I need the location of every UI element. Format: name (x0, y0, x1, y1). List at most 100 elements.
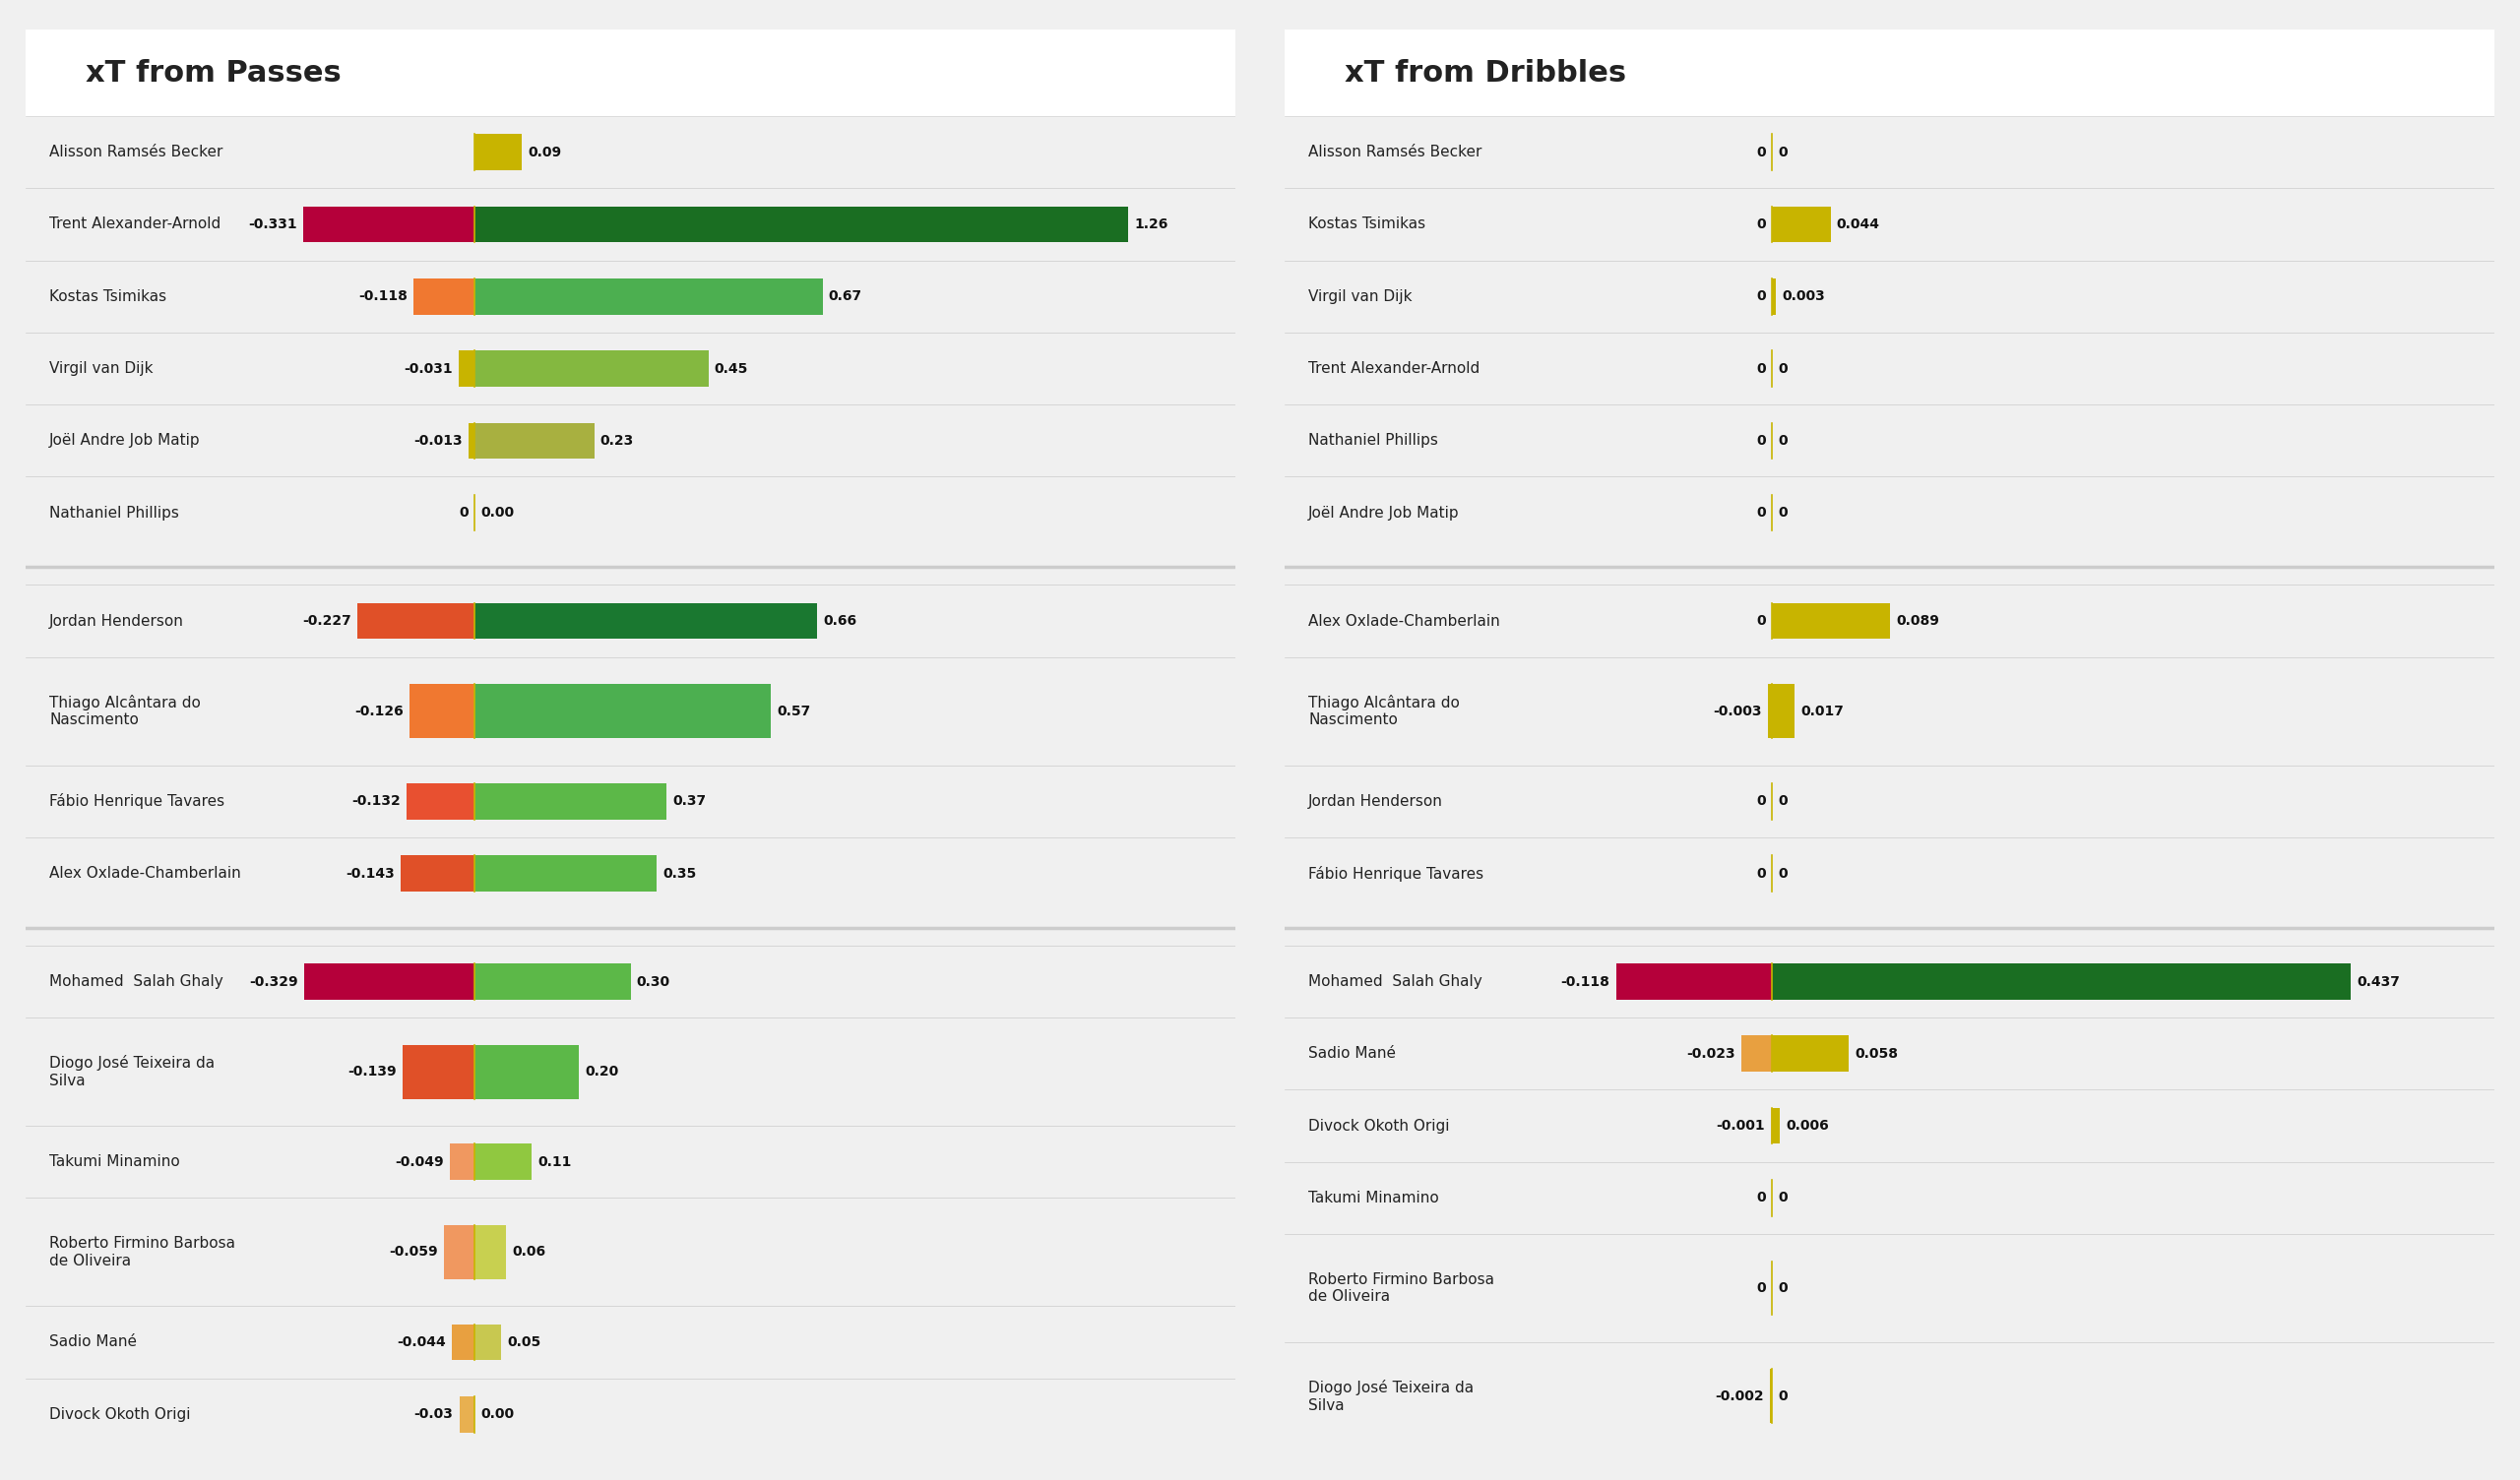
Bar (1772, 684, 1794, 739)
Bar (302, 206, 474, 243)
Text: 0: 0 (1756, 506, 1767, 519)
Bar (459, 351, 474, 386)
Text: Virgil van Dijk: Virgil van Dijk (50, 361, 154, 376)
Bar (1772, 206, 1830, 243)
Text: Divock Okoth Origi: Divock Okoth Origi (1308, 1119, 1449, 1134)
Bar (1285, 30, 2495, 115)
Bar (474, 1325, 501, 1360)
Text: Kostas Tsimikas: Kostas Tsimikas (1308, 218, 1426, 232)
Bar (474, 423, 595, 459)
Text: 0.37: 0.37 (673, 795, 706, 808)
Bar (1772, 602, 1890, 639)
Bar (474, 602, 816, 639)
Text: Fábio Henrique Tavares: Fábio Henrique Tavares (50, 793, 224, 810)
Text: 0.66: 0.66 (824, 614, 857, 628)
Bar (401, 855, 474, 891)
Text: Alex Oxlade-Chamberlain: Alex Oxlade-Chamberlain (50, 866, 242, 881)
Text: 0.35: 0.35 (663, 866, 696, 881)
Text: 0.003: 0.003 (1782, 290, 1824, 303)
Text: Diogo José Teixeira da
Silva: Diogo José Teixeira da Silva (50, 1055, 214, 1088)
Text: Joël Andre Job Matip: Joël Andre Job Matip (50, 434, 202, 448)
Text: Kostas Tsimikas: Kostas Tsimikas (50, 289, 166, 303)
Text: Roberto Firmino Barbosa
de Oliveira: Roberto Firmino Barbosa de Oliveira (50, 1236, 234, 1268)
Text: Jordan Henderson: Jordan Henderson (1308, 793, 1444, 808)
Text: -0.003: -0.003 (1714, 704, 1761, 718)
Text: 0.11: 0.11 (537, 1154, 572, 1169)
Text: Fábio Henrique Tavares: Fábio Henrique Tavares (1308, 866, 1484, 881)
Text: Sadio Mané: Sadio Mané (50, 1335, 136, 1350)
Text: 0: 0 (1779, 145, 1787, 158)
Bar (451, 1325, 474, 1360)
Text: 0: 0 (1756, 145, 1767, 158)
Text: -0.132: -0.132 (350, 795, 401, 808)
Text: Joël Andre Job Matip: Joël Andre Job Matip (1308, 506, 1459, 519)
Text: 0.00: 0.00 (481, 506, 514, 519)
Text: Nathaniel Phillips: Nathaniel Phillips (50, 506, 179, 519)
Text: -0.329: -0.329 (249, 975, 297, 989)
Bar (474, 1225, 507, 1279)
Text: 0.044: 0.044 (1837, 218, 1880, 231)
Text: 0: 0 (1756, 290, 1767, 303)
Bar (474, 963, 630, 999)
Text: Takumi Minamino: Takumi Minamino (1308, 1190, 1439, 1205)
Text: 0: 0 (1779, 434, 1787, 447)
Text: Alisson Ramsés Becker: Alisson Ramsés Becker (50, 145, 224, 160)
Text: 0.09: 0.09 (527, 145, 562, 158)
Text: Sadio Mané: Sadio Mané (1308, 1046, 1396, 1061)
Text: -0.118: -0.118 (358, 290, 408, 303)
Bar (1772, 1109, 1779, 1144)
Text: Nathaniel Phillips: Nathaniel Phillips (1308, 434, 1439, 448)
Bar (449, 1144, 474, 1180)
Bar (1772, 963, 2351, 999)
Bar (474, 351, 708, 386)
Text: Roberto Firmino Barbosa
de Oliveira: Roberto Firmino Barbosa de Oliveira (1308, 1273, 1494, 1304)
Text: xT from Dribbles: xT from Dribbles (1346, 59, 1625, 87)
Bar (474, 1144, 532, 1180)
Text: 0.017: 0.017 (1802, 704, 1845, 718)
Text: 1.26: 1.26 (1134, 218, 1169, 231)
Bar (1741, 1036, 1772, 1072)
Text: 0.437: 0.437 (2356, 975, 2399, 989)
Text: 0.67: 0.67 (829, 290, 862, 303)
Text: 0: 0 (1779, 506, 1787, 519)
Text: -0.059: -0.059 (388, 1245, 438, 1259)
Text: -0.044: -0.044 (398, 1335, 446, 1350)
Bar (25, 30, 1235, 115)
Text: -0.001: -0.001 (1716, 1119, 1764, 1132)
Text: 0: 0 (1756, 1191, 1767, 1205)
Text: 0.30: 0.30 (638, 975, 670, 989)
Text: -0.031: -0.031 (403, 361, 454, 376)
Bar (403, 1045, 474, 1098)
Text: Alex Oxlade-Chamberlain: Alex Oxlade-Chamberlain (1308, 614, 1499, 629)
Text: -0.143: -0.143 (345, 866, 396, 881)
Bar (408, 684, 474, 739)
Text: 0: 0 (1779, 361, 1787, 376)
Bar (1769, 684, 1772, 739)
Text: -0.139: -0.139 (348, 1066, 396, 1079)
Text: Trent Alexander-Arnold: Trent Alexander-Arnold (50, 218, 222, 232)
Bar (305, 963, 474, 999)
Text: 0.45: 0.45 (713, 361, 748, 376)
Text: 0.23: 0.23 (600, 434, 635, 447)
Bar (474, 855, 655, 891)
Bar (444, 1225, 474, 1279)
Text: -0.03: -0.03 (413, 1407, 454, 1421)
Bar (1769, 1369, 1772, 1424)
Bar (474, 278, 822, 314)
Text: Virgil van Dijk: Virgil van Dijk (1308, 289, 1411, 303)
Bar (474, 206, 1129, 243)
Bar (469, 423, 474, 459)
Text: Diogo José Teixeira da
Silva: Diogo José Teixeira da Silva (1308, 1379, 1474, 1413)
Text: 0.006: 0.006 (1787, 1119, 1830, 1132)
Bar (1772, 278, 1777, 314)
Bar (1615, 963, 1772, 999)
Text: xT from Passes: xT from Passes (86, 59, 340, 87)
Text: 0: 0 (459, 506, 469, 519)
Text: 0.00: 0.00 (481, 1407, 514, 1421)
Text: 0: 0 (1779, 1390, 1787, 1403)
Bar (474, 1045, 580, 1098)
Text: -0.118: -0.118 (1560, 975, 1610, 989)
Text: -0.126: -0.126 (355, 704, 403, 718)
Text: 0: 0 (1756, 866, 1767, 881)
Text: 0.05: 0.05 (507, 1335, 542, 1350)
